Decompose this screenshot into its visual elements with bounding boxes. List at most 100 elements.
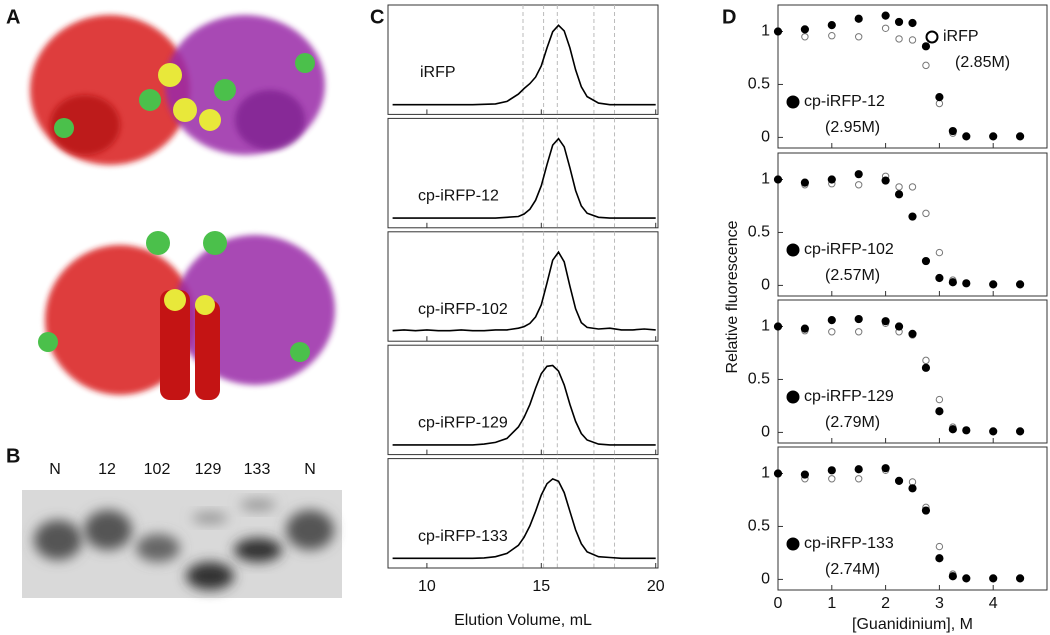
open-point bbox=[922, 209, 930, 218]
filled-point bbox=[989, 280, 998, 289]
filled-point bbox=[827, 466, 836, 475]
y-tick-label: 0 bbox=[761, 571, 770, 588]
y-tick-label: 1 bbox=[761, 171, 770, 188]
y-tick-label: 0.5 bbox=[748, 518, 770, 535]
elution-curve bbox=[392, 137, 656, 219]
midpoint-label: (2.57M) bbox=[825, 267, 880, 284]
filled-point bbox=[894, 190, 904, 199]
elution-curve bbox=[392, 24, 656, 106]
panel-label: B bbox=[6, 445, 20, 467]
elution-curve bbox=[392, 250, 656, 332]
midpoint-label: (2.79M) bbox=[825, 414, 880, 431]
x-tick-label: 10 bbox=[418, 578, 436, 595]
y-tick-label: 1 bbox=[761, 23, 770, 40]
filled-point bbox=[894, 476, 904, 485]
x-tick-label: 3 bbox=[935, 595, 944, 612]
lane-label: 129 bbox=[195, 461, 222, 478]
filled-point bbox=[773, 175, 783, 184]
series-label: cp-iRFP-133 bbox=[418, 528, 508, 545]
filled-point bbox=[800, 25, 810, 34]
filled-point bbox=[1016, 280, 1025, 289]
filled-point bbox=[962, 574, 971, 583]
open-point bbox=[895, 183, 903, 191]
gel bbox=[22, 490, 342, 598]
filled-point bbox=[881, 317, 890, 326]
filled-point bbox=[773, 27, 783, 36]
open-point bbox=[855, 33, 863, 41]
filled-point bbox=[921, 506, 931, 515]
legend-label: cp-iRFP-102 bbox=[804, 241, 894, 258]
filled-point bbox=[800, 178, 810, 187]
filled-point bbox=[908, 18, 917, 28]
open-point bbox=[828, 328, 836, 336]
y-tick-label: 1 bbox=[761, 465, 770, 482]
filled-point bbox=[935, 407, 944, 416]
legend-label: iRFP bbox=[943, 28, 979, 45]
legend-marker bbox=[925, 30, 939, 44]
x-tick-label: 4 bbox=[989, 595, 998, 612]
filled-point bbox=[948, 278, 957, 287]
panel-label: A bbox=[6, 6, 20, 28]
legend-marker bbox=[786, 390, 800, 404]
filled-point bbox=[827, 175, 836, 184]
x-tick-label: 1 bbox=[827, 595, 836, 612]
filled-point bbox=[800, 324, 810, 333]
protein-structure-bottom bbox=[38, 231, 335, 400]
filled-point bbox=[989, 132, 998, 141]
midpoint-label: (2.85M) bbox=[955, 54, 1010, 71]
filled-point bbox=[773, 322, 783, 331]
legend-label: cp-iRFP-133 bbox=[804, 535, 894, 552]
filled-point bbox=[948, 425, 957, 434]
open-point bbox=[935, 542, 944, 551]
open-point bbox=[828, 475, 836, 483]
open-point bbox=[855, 328, 863, 336]
filled-point bbox=[1016, 427, 1025, 436]
filled-point bbox=[773, 469, 783, 478]
filled-point bbox=[854, 14, 863, 23]
open-point bbox=[922, 356, 930, 365]
filled-point bbox=[962, 132, 971, 141]
open-point bbox=[881, 24, 890, 33]
filled-point bbox=[1016, 574, 1025, 583]
lane-label: N bbox=[304, 461, 316, 478]
midpoint-label: (2.74M) bbox=[825, 561, 880, 578]
legend-marker bbox=[786, 243, 800, 257]
x-tick-label: 0 bbox=[774, 595, 783, 612]
midpoint-label: (2.95M) bbox=[825, 119, 880, 136]
open-point bbox=[908, 183, 917, 191]
filled-point bbox=[854, 170, 863, 179]
y-tick-label: 1 bbox=[761, 318, 770, 335]
filled-point bbox=[908, 212, 917, 221]
y-tick-label: 0 bbox=[761, 277, 770, 294]
filled-point bbox=[948, 126, 957, 136]
filled-point bbox=[989, 574, 998, 583]
filled-point bbox=[908, 484, 917, 493]
open-point bbox=[935, 99, 944, 108]
subplot-frame bbox=[777, 446, 1048, 591]
open-point bbox=[908, 478, 917, 486]
filled-point bbox=[935, 93, 944, 102]
open-point bbox=[828, 32, 836, 40]
subplot-frame bbox=[777, 152, 1048, 297]
series-label: iRFP bbox=[420, 64, 456, 81]
y-axis-label: Relative fluorescence bbox=[724, 220, 741, 373]
open-point bbox=[895, 35, 903, 43]
y-tick-label: 0.5 bbox=[748, 224, 770, 241]
filled-point bbox=[854, 465, 863, 474]
filled-point bbox=[827, 316, 836, 325]
x-tick-label: 20 bbox=[647, 578, 665, 595]
series-label: cp-iRFP-102 bbox=[418, 301, 508, 318]
filled-point bbox=[935, 554, 944, 563]
x-axis-label: [Guanidinium], M bbox=[852, 616, 973, 633]
y-tick-label: 0.5 bbox=[748, 371, 770, 388]
x-axis-label: Elution Volume, mL bbox=[454, 612, 592, 629]
series-label: cp-iRFP-12 bbox=[418, 188, 499, 205]
lane-label: 133 bbox=[244, 461, 271, 478]
series-label: cp-iRFP-129 bbox=[418, 414, 508, 431]
open-point bbox=[935, 395, 944, 404]
filled-point bbox=[935, 273, 944, 283]
filled-point bbox=[894, 322, 904, 331]
filled-point bbox=[921, 363, 931, 372]
